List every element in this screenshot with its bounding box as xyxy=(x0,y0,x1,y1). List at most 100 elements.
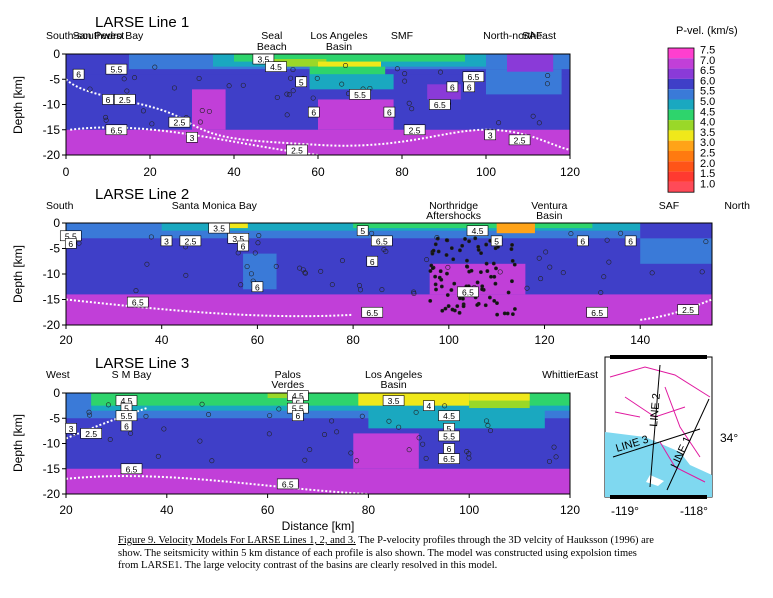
location-annotation: North-northeast xyxy=(483,30,556,42)
seismicity-point xyxy=(466,455,472,461)
seismicity-point xyxy=(420,441,426,447)
seismicity-point xyxy=(451,257,456,262)
seismicity-point xyxy=(491,261,496,266)
location-annotation: SAF xyxy=(659,200,679,212)
seismicity-point xyxy=(409,106,415,112)
contour-label-box xyxy=(361,306,384,318)
seismicity-point xyxy=(461,304,466,309)
colorbar-tick-label: 7.0 xyxy=(700,55,715,67)
seismicity-point xyxy=(402,78,408,84)
colorbar-tick-label: 3.5 xyxy=(700,127,715,139)
y-tick-label: 0 xyxy=(53,216,60,230)
seismicity-point xyxy=(510,279,514,284)
contour-label-box xyxy=(64,238,77,249)
contour-label-box xyxy=(160,235,173,247)
y-tick-label: -5 xyxy=(49,242,60,256)
seismicity-point xyxy=(199,108,205,114)
fault-trace xyxy=(614,411,641,418)
contour-label-box xyxy=(80,428,102,439)
contour-label: 4.5 xyxy=(472,226,484,236)
seismicity-point xyxy=(428,269,433,273)
seismicity-point xyxy=(460,243,465,248)
profile-line-2 xyxy=(649,364,661,488)
location-annotation: Seal xyxy=(261,30,282,42)
contour-label: 2.5 xyxy=(291,145,303,155)
x-tick-label: 100 xyxy=(476,165,496,179)
contour-label: 3.5 xyxy=(388,396,400,406)
contour-label: 3 xyxy=(69,424,74,434)
panel-line-1: 65.52.563.54.555.56 62.56.532.52.56.566.5… xyxy=(11,14,580,179)
contour-label: 2.5 xyxy=(119,95,131,105)
contour-label: 6 xyxy=(241,241,246,251)
map-lon-label: -118° xyxy=(680,504,708,518)
contour-label-box xyxy=(186,132,198,143)
seismicity-point xyxy=(197,119,203,125)
profile-line-3 xyxy=(612,428,701,458)
seismicity-point xyxy=(510,259,515,263)
seismicity-point xyxy=(197,438,203,444)
seismicity-point xyxy=(513,307,517,311)
seismicity-point xyxy=(286,92,292,98)
contour-label: 5.5 xyxy=(110,65,122,75)
caption-body: The P-velocity profiles through the 3D v… xyxy=(118,535,654,572)
contour-label-box xyxy=(356,225,369,236)
colorbar-tick-label: 1.5 xyxy=(700,168,715,180)
seismicity-point xyxy=(209,458,215,464)
y-tick-label: -5 xyxy=(49,72,60,86)
contour-label: 6.5 xyxy=(591,308,603,318)
seismicity-point xyxy=(148,234,154,240)
location-annotation: Ventura xyxy=(531,200,567,212)
seismicity-point xyxy=(206,108,212,114)
contour-label: 2.5 xyxy=(85,429,97,439)
x-tick-label: 100 xyxy=(439,333,459,347)
colorbar-swatch xyxy=(668,151,694,162)
seismicity-point xyxy=(348,450,354,456)
seismicity-point xyxy=(536,120,542,126)
contour-label: 5 xyxy=(360,226,365,236)
contour-label: 4.5 xyxy=(121,396,133,406)
panel-title: LARSE Line 1 xyxy=(95,14,189,31)
contour-label: 6 xyxy=(295,411,300,421)
seismicity-point xyxy=(510,312,515,317)
velocity-layer xyxy=(640,223,712,239)
contour-label-box xyxy=(105,63,128,75)
panel-title: LARSE Line 3 xyxy=(95,355,189,372)
seismicity-point xyxy=(121,76,127,82)
y-tick-label: -20 xyxy=(43,148,61,162)
y-tick-label: -20 xyxy=(43,487,61,501)
seismicity-point xyxy=(303,270,309,276)
contour-label-box xyxy=(126,296,149,308)
seismicity-point xyxy=(703,239,709,245)
seismicity-point xyxy=(445,271,449,276)
x-tick-label: 40 xyxy=(160,503,174,517)
contour-label: 6 xyxy=(467,82,472,92)
contour-label: 3.5 xyxy=(232,234,244,244)
contour-label-box xyxy=(265,61,287,72)
contour-label: 4 xyxy=(427,401,432,411)
seismicity-point xyxy=(484,261,489,266)
y-tick-label: 0 xyxy=(53,386,60,400)
seismicity-point xyxy=(449,246,454,250)
colorbar-tick-label: 7.5 xyxy=(700,45,715,57)
contour-label-box xyxy=(403,124,426,136)
velocity-layer xyxy=(353,433,419,469)
seismicity-point xyxy=(434,287,438,292)
seismicity-point xyxy=(238,282,244,288)
location-annotation: Palos xyxy=(275,369,301,381)
contour-label: 5.5 xyxy=(443,431,455,441)
seismicity-point xyxy=(411,290,417,296)
x-tick-label: 60 xyxy=(311,165,325,179)
seismicity-point xyxy=(297,265,303,271)
seismicity-point xyxy=(152,64,158,70)
fault-trace xyxy=(624,396,686,418)
contour-label: 6 xyxy=(255,282,260,292)
seismicity-point xyxy=(649,270,655,276)
y-tick-label: -10 xyxy=(43,267,61,281)
seismicity-point xyxy=(273,263,279,269)
ocean-area xyxy=(605,432,712,497)
colorbar-frame xyxy=(667,47,695,193)
map-line-label: LINE 2 xyxy=(648,393,663,428)
seismicity-point xyxy=(479,251,483,256)
contour-label: 6.5 xyxy=(376,236,388,246)
colorbar-tick-label: 5.5 xyxy=(700,86,715,98)
